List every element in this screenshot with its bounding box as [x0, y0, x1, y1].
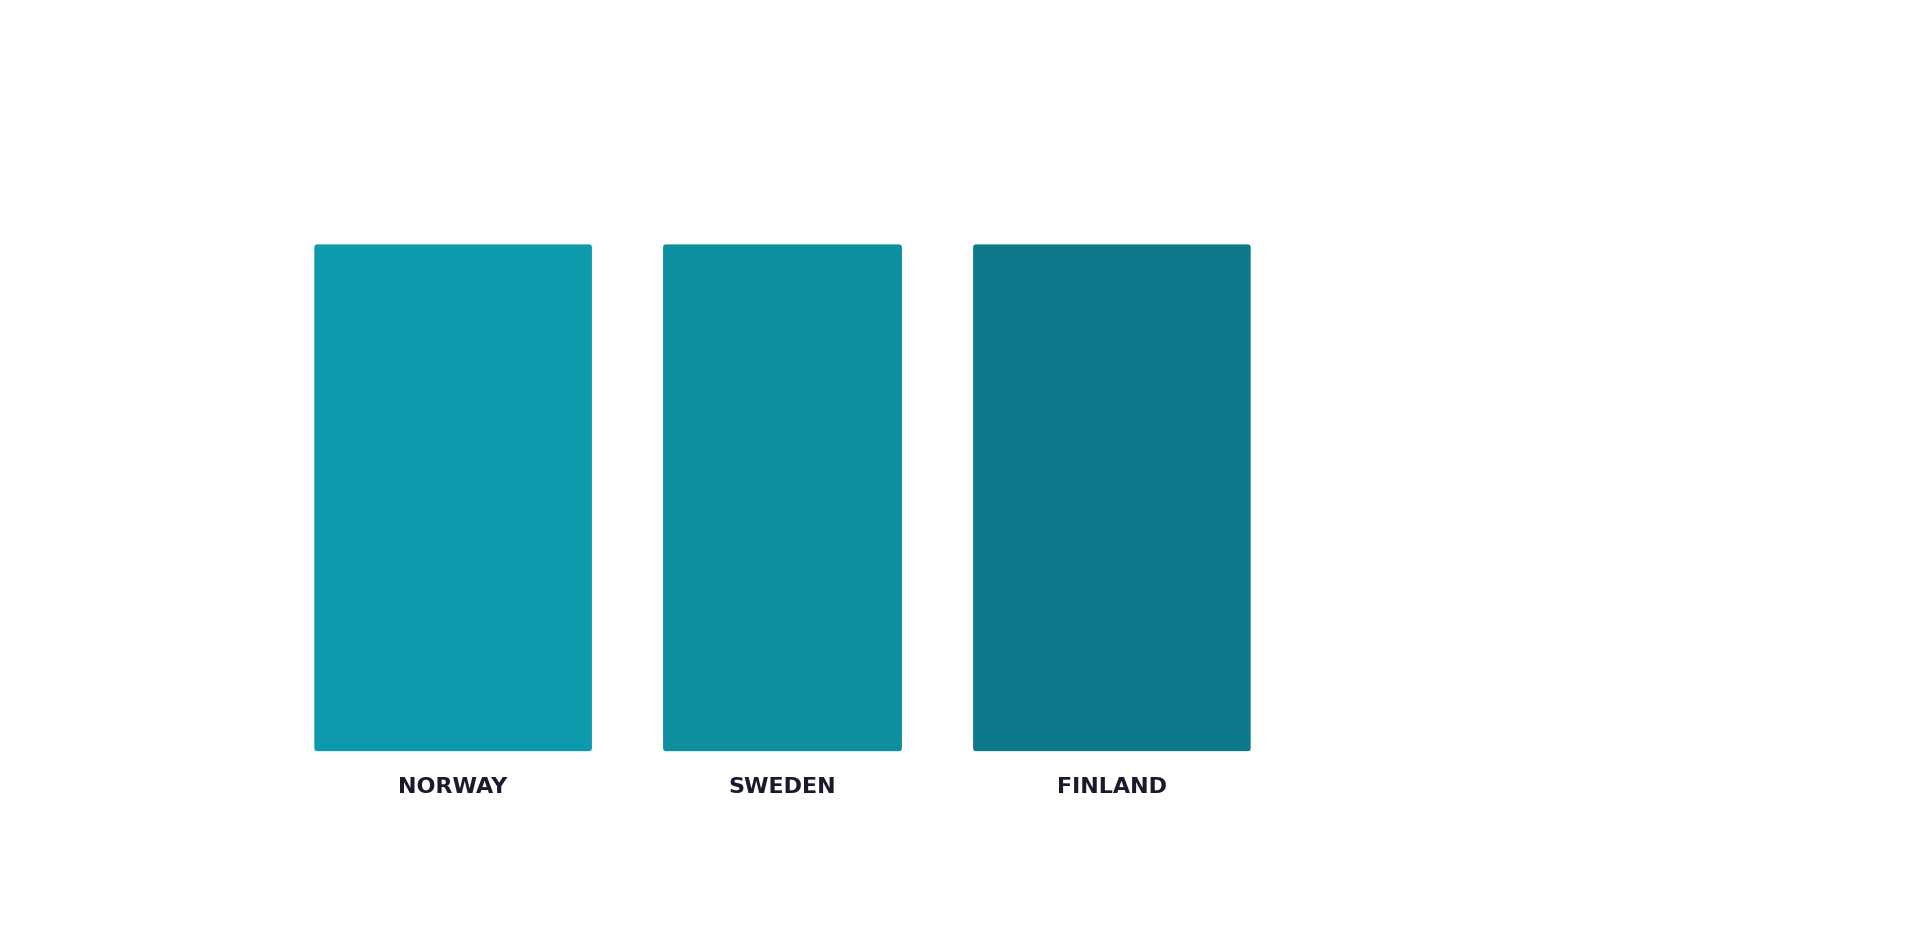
Text: FINLAND: FINLAND	[1056, 777, 1167, 796]
FancyBboxPatch shape	[662, 244, 902, 752]
Text: SWEDEN: SWEDEN	[730, 777, 837, 796]
FancyBboxPatch shape	[972, 244, 1252, 752]
FancyBboxPatch shape	[313, 244, 593, 752]
Text: NORWAY: NORWAY	[399, 777, 507, 796]
